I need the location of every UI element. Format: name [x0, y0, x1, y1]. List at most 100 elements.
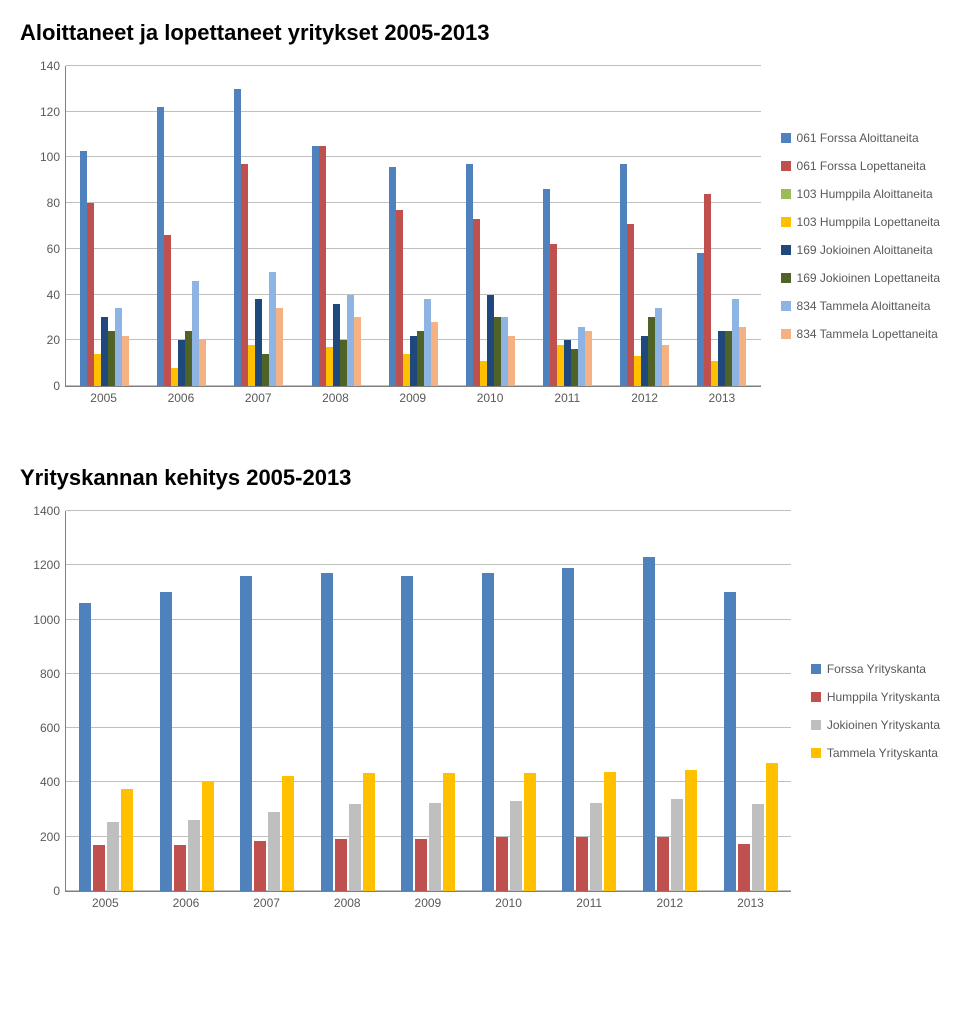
- chart1-groups: [66, 66, 761, 386]
- ytick-label: 400: [40, 775, 66, 789]
- bar-group: [143, 66, 220, 386]
- bar: [585, 331, 592, 386]
- chart1-plot: 140120100806040200: [65, 66, 761, 387]
- bar: [241, 164, 248, 386]
- bar-group: [227, 511, 308, 891]
- ytick-label: 0: [53, 884, 66, 898]
- legend-label: Jokioinen Yrityskanta: [827, 718, 940, 732]
- bar: [576, 837, 588, 891]
- legend-swatch: [781, 273, 791, 283]
- bar: [276, 308, 283, 386]
- legend-swatch: [811, 720, 821, 730]
- bar: [657, 837, 669, 891]
- bar-group: [388, 511, 469, 891]
- xtick-label: 2009: [374, 387, 451, 405]
- bar: [724, 592, 736, 891]
- legend-swatch: [781, 161, 791, 171]
- bar: [199, 340, 206, 386]
- bar: [79, 603, 91, 891]
- bar: [262, 354, 269, 386]
- legend-label: 834 Tammela Aloittaneita: [797, 299, 931, 313]
- bar-group: [147, 511, 228, 891]
- bar: [192, 281, 199, 386]
- bar: [510, 801, 522, 891]
- chart1-legend: 061 Forssa Aloittaneita 061 Forssa Lopett…: [761, 66, 940, 405]
- bar: [620, 164, 627, 386]
- bar: [410, 336, 417, 386]
- legend-label: Forssa Yrityskanta: [827, 662, 926, 676]
- bar: [543, 189, 550, 386]
- bar: [254, 841, 266, 891]
- bar: [363, 773, 375, 891]
- bar: [188, 820, 200, 891]
- legend-label: 103 Humppila Aloittaneita: [797, 187, 933, 201]
- bar: [752, 804, 764, 891]
- bar: [443, 773, 455, 891]
- ytick-label: 100: [40, 150, 66, 164]
- legend-swatch: [781, 217, 791, 227]
- bar: [326, 347, 333, 386]
- bar: [685, 770, 697, 891]
- bar: [268, 812, 280, 891]
- chart2-wrap: 1400120010008006004002000 20052006200720…: [20, 511, 940, 910]
- bar: [121, 789, 133, 891]
- bar: [648, 317, 655, 386]
- bar: [429, 803, 441, 891]
- legend-label: 834 Tammela Lopettaneita: [797, 327, 938, 341]
- bar: [725, 331, 732, 386]
- ytick-label: 1400: [33, 504, 66, 518]
- xtick-label: 2011: [529, 387, 606, 405]
- bar: [557, 345, 564, 386]
- xtick-label: 2012: [629, 892, 710, 910]
- bar-group: [220, 66, 297, 386]
- xtick-label: 2006: [142, 387, 219, 405]
- bar: [641, 336, 648, 386]
- bar: [424, 299, 431, 386]
- bar: [202, 782, 214, 891]
- bar: [508, 336, 515, 386]
- legend-label: Humppila Yrityskanta: [827, 690, 940, 704]
- xtick-label: 2013: [710, 892, 791, 910]
- bar-group: [683, 66, 760, 386]
- bar: [671, 799, 683, 891]
- xtick-label: 2005: [65, 892, 146, 910]
- legend-item: 103 Humppila Aloittaneita: [781, 187, 940, 201]
- bar: [115, 308, 122, 386]
- legend-item: Humppila Yrityskanta: [811, 690, 940, 704]
- legend-swatch: [811, 692, 821, 702]
- xtick-label: 2010: [468, 892, 549, 910]
- ytick-label: 40: [47, 288, 66, 302]
- legend-label: Tammela Yrityskanta: [827, 746, 938, 760]
- chart2-legend: Forssa Yrityskanta Humppila Yrityskanta Jo…: [791, 511, 940, 910]
- bar: [160, 592, 172, 891]
- bar-group: [710, 511, 791, 891]
- bar: [473, 219, 480, 386]
- xtick-label: 2008: [297, 387, 374, 405]
- chart2-area: 1400120010008006004002000 20052006200720…: [20, 511, 791, 910]
- bar: [480, 361, 487, 386]
- bar: [319, 146, 326, 386]
- legend-label: 061 Forssa Aloittaneita: [797, 131, 919, 145]
- bar: [101, 317, 108, 386]
- bar: [178, 340, 185, 386]
- bar: [354, 317, 361, 386]
- chart2-title: Yrityskannan kehitys 2005-2013: [20, 465, 940, 491]
- ytick-label: 140: [40, 59, 66, 73]
- bar: [738, 844, 750, 892]
- legend-swatch: [781, 245, 791, 255]
- bar: [107, 822, 119, 891]
- bar: [718, 331, 725, 386]
- chart1-wrap: 140120100806040200 200520062007200820092…: [20, 66, 940, 405]
- legend-label: 061 Forssa Lopettaneita: [797, 159, 926, 173]
- xtick-label: 2011: [549, 892, 630, 910]
- bar: [255, 299, 262, 386]
- bar: [157, 107, 164, 386]
- bar: [164, 235, 171, 386]
- legend-item: Jokioinen Yrityskanta: [811, 718, 940, 732]
- chart1-area: 140120100806040200 200520062007200820092…: [20, 66, 761, 405]
- ytick-label: 120: [40, 105, 66, 119]
- bar: [662, 345, 669, 386]
- legend-item: 169 Jokioinen Aloittaneita: [781, 243, 940, 257]
- legend-item: 061 Forssa Aloittaneita: [781, 131, 940, 145]
- bar-group: [606, 66, 683, 386]
